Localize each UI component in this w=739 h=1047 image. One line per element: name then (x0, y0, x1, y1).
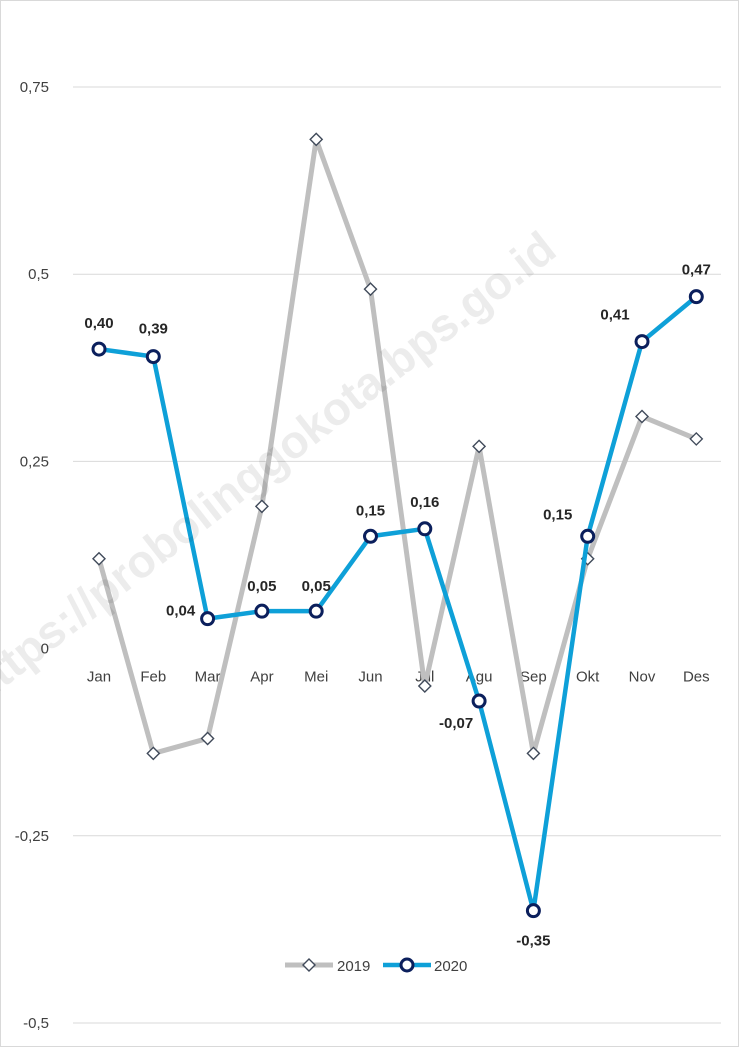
x-tick-label: Mei (304, 669, 328, 686)
legend-marker-2020 (399, 957, 415, 973)
x-tick-label: Okt (576, 669, 600, 686)
marker-2020-Sep (525, 903, 541, 919)
gridlines (73, 86, 721, 1024)
marker-2020-Des (688, 289, 704, 305)
marker-2020-Jul (417, 521, 433, 537)
marker-2019-Feb (146, 746, 161, 761)
data-label-2020-Jun: 0,15 (356, 502, 385, 519)
data-label-2020-Feb: 0,39 (139, 321, 168, 338)
y-tick-label: 0,5 (28, 266, 49, 283)
legend: 2019 2020 (285, 957, 467, 975)
series-line-2020 (96, 294, 699, 913)
y-tick-label: 0 (41, 641, 49, 658)
x-tick-label: Apr (250, 669, 273, 686)
legend-label-2020: 2020 (434, 958, 467, 975)
x-tick-label: Nov (629, 669, 656, 686)
marker-2019-Agu (472, 439, 487, 454)
marker-2020-Jun (363, 528, 378, 544)
marker-2020-Jan (91, 341, 107, 357)
data-labels: 0,40 0,39 0,04 0,05 0,05 0,15 0,16 -0,07 -0,35 0,… (84, 262, 711, 950)
x-axis-tick-labels: Jan Feb Mar Apr Mei Jun Jul Agu Sep Okt Nov Des (87, 669, 710, 686)
legend-marker-2019 (302, 958, 316, 972)
data-label-2020-Sep: -0,35 (516, 933, 550, 950)
marker-2019-Mar (200, 731, 215, 746)
marker-2019-Mei (309, 132, 324, 147)
marker-2019-Apr (254, 499, 269, 514)
x-tick-label: Jun (358, 669, 382, 686)
marker-2019-Des (689, 431, 704, 446)
data-label-2020-Nov: 0,41 (600, 307, 629, 324)
y-tick-label: -0,25 (15, 828, 49, 845)
x-tick-label: Mar (195, 669, 221, 686)
marker-2019-Jun (363, 282, 378, 297)
marker-2020-Mei (308, 603, 324, 619)
x-tick-label: Feb (140, 669, 166, 686)
y-axis-tick-labels: 0,75 0,5 0,25 0 -0,25 -0,5 (15, 79, 49, 1032)
data-label-2020-Jan: 0,40 (84, 315, 113, 332)
marker-2020-Mar (200, 611, 216, 627)
data-label-2020-Agu: -0,07 (439, 715, 473, 732)
data-label-2020-Mei: 0,05 (302, 578, 331, 595)
marker-2020-Apr (254, 603, 270, 619)
marker-2019-Jan (92, 551, 106, 566)
marker-2019-Sep (526, 746, 541, 761)
data-label-2020-Jul: 0,16 (410, 494, 439, 511)
x-tick-label: Sep (520, 669, 547, 686)
data-label-2020-Apr: 0,05 (247, 578, 276, 595)
data-label-2020-Mar: 0,04 (166, 603, 196, 620)
series-line-2019 (96, 136, 699, 756)
marker-2020-Okt (580, 528, 596, 544)
marker-2019-Nov (635, 409, 649, 424)
y-tick-label: 0,25 (20, 453, 49, 470)
y-tick-label: 0,75 (20, 79, 49, 96)
y-tick-label: -0,5 (23, 1015, 49, 1032)
x-tick-label: Des (683, 669, 710, 686)
data-label-2020-Des: 0,47 (682, 262, 711, 279)
marker-2020-Feb (145, 349, 161, 365)
marker-2019-Jul (417, 679, 432, 694)
series-layer (91, 132, 704, 919)
marker-2020-Agu (471, 693, 487, 709)
data-label-2020-Okt: 0,15 (543, 506, 572, 523)
x-tick-label: Jan (87, 669, 111, 686)
legend-label-2019: 2019 (337, 958, 370, 975)
marker-2020-Nov (634, 334, 650, 350)
